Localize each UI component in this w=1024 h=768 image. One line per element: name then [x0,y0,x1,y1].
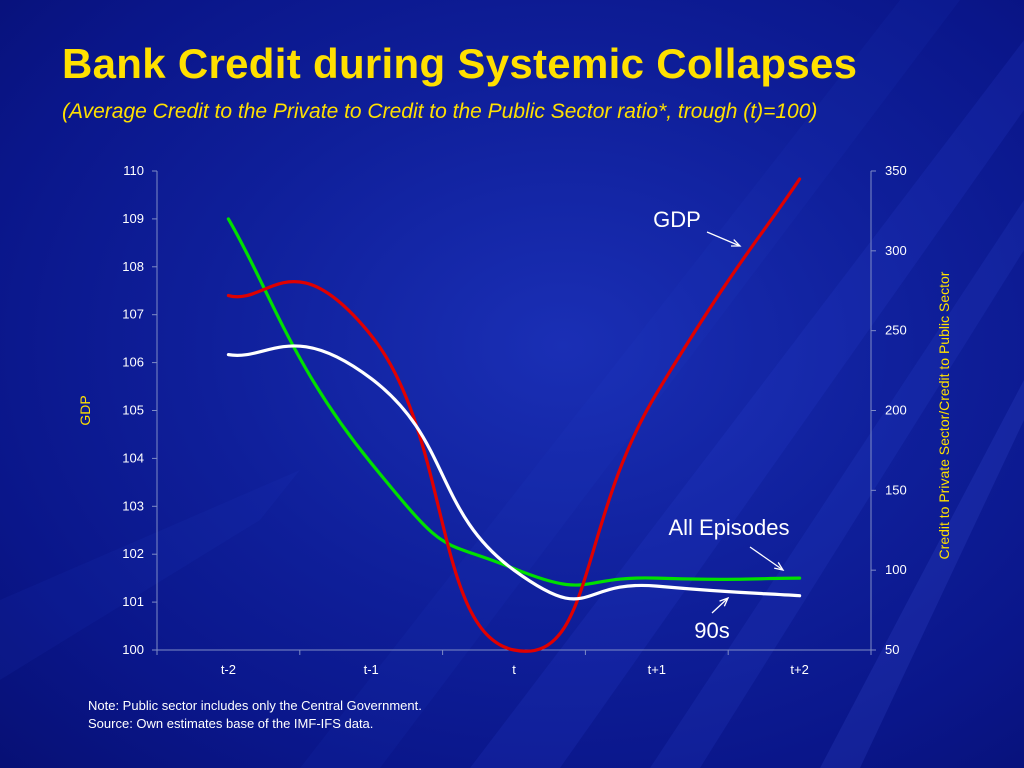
x-tick-label: t-2 [221,662,236,677]
nineties-annotation-arrowhead [719,596,730,607]
all-episodes-annotation: All Episodes [668,515,789,540]
y-tick-label: 101 [122,594,144,609]
all-episodes-annotation-arrowhead [774,562,785,571]
y-tick-label: 104 [122,450,144,465]
slide-subtitle: (Average Credit to the Private to Credit… [62,100,818,123]
y-tick-label: 102 [122,546,144,561]
slide-title: Bank Credit during Systemic Collapses [62,40,858,87]
x-tick-label: t+2 [790,662,808,677]
y2-tick-label: 150 [885,482,907,497]
x-tick-label: t [512,662,516,677]
y2-axis-title: Credit to Private Sector/Credit to Publi… [936,271,952,559]
y-tick-label: 106 [122,355,144,370]
gdp-series-line [226,217,802,587]
chart-note: Note: Public sector includes only the Ce… [88,697,422,733]
y-tick-label: 108 [122,259,144,274]
x-tick-label: t-1 [364,662,379,677]
source-line: Source: Own estimates base of the IMF-IF… [88,716,374,731]
y-tick-label: 103 [122,498,144,513]
chart-axes: 100 101 102 103 104 105 106 107 108 109 110 50 100 15… [77,163,952,677]
all-episodes-series-line [226,177,802,653]
y-tick-label: 110 [123,163,144,178]
y2-tick-label: 300 [885,243,907,258]
note-line: Note: Public sector includes only the Ce… [88,698,422,713]
nineties-annotation-arrow [711,597,729,614]
y2-tick-label: 100 [885,562,907,577]
y-tick-label: 107 [122,307,144,322]
y2-tick-label: 350 [885,163,907,178]
gdp-annotation-arrowhead [730,239,742,247]
y2-tick-label: 50 [885,642,899,657]
y-axis-title: GDP [77,395,93,425]
nineties-series-line [226,344,802,601]
nineties-annotation: 90s [694,618,729,643]
y2-tick-label: 200 [885,403,907,418]
y-tick-label: 100 [122,642,144,657]
x-tick-label: t+1 [648,662,666,677]
gdp-annotation: GDP [653,207,701,232]
gdp-annotation-arrow [706,231,741,247]
y-tick-label: 105 [122,403,144,418]
chart-annotations: GDP All Episodes 90s [653,207,789,643]
chart-series [226,177,802,653]
all-episodes-annotation-arrow [749,546,784,571]
y-tick-label: 109 [122,211,144,226]
y2-tick-label: 250 [885,323,907,338]
